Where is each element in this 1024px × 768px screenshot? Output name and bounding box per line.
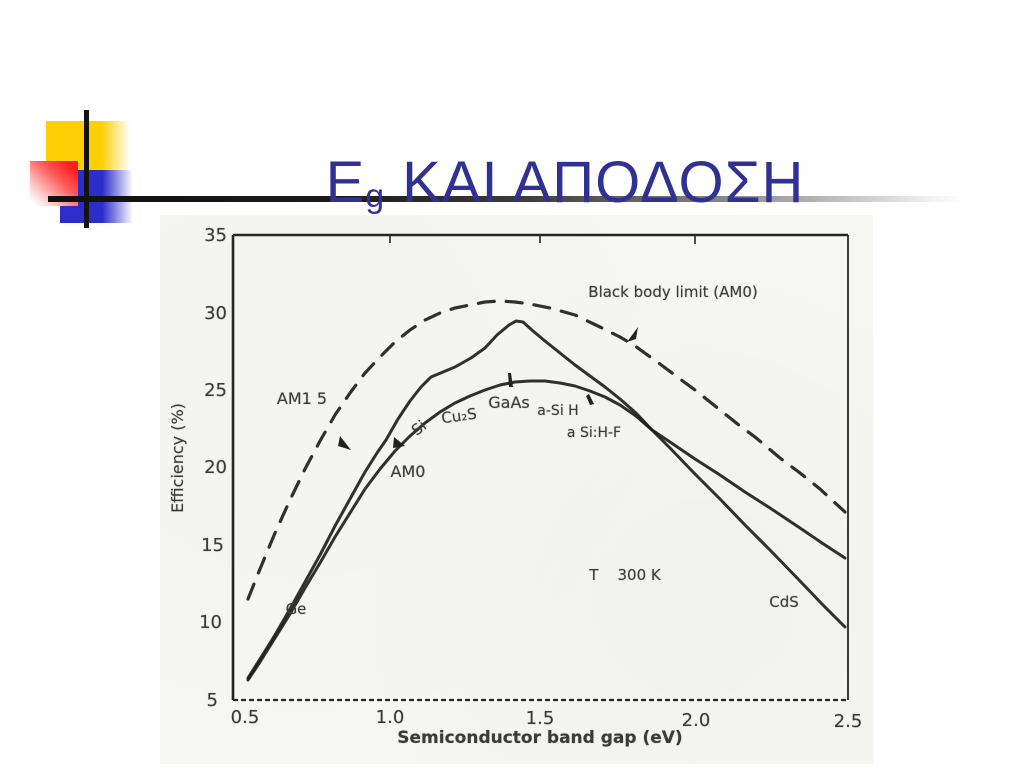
title-subscript: g [365, 177, 386, 215]
x-tick-1-5: 1.5 [526, 708, 555, 729]
title-rest: ΚΑΙ ΑΠΟΔΟΣΗ [385, 149, 805, 215]
curve-am15 [246, 319, 847, 680]
label-gaas: GaAs [488, 393, 529, 412]
blackbody-pointer-arrow [627, 327, 638, 342]
label-asih: a-Si H [537, 403, 578, 419]
curve-am0 [246, 379, 847, 682]
curve-black-body-limit [246, 299, 847, 601]
plot-frame [231, 233, 849, 702]
am0-pointer-arrow [393, 437, 405, 448]
page-title: Eg ΚΑΙ ΑΠΟΔΟΣΗ [130, 149, 1000, 215]
x-tick-0-5: 0.5 [231, 707, 260, 728]
y-tick-10: 10 [199, 612, 222, 633]
y-tick-20: 20 [204, 457, 227, 478]
label-temperature: T 300 K [588, 566, 662, 584]
y-tick-25: 25 [204, 380, 227, 401]
decor-vertical-line [84, 110, 89, 228]
asih-tick-mark [586, 394, 594, 405]
label-cds: CdS [769, 593, 799, 611]
efficiency-vs-bandgap-chart: 35 30 25 20 15 10 5 0.5 1.0 1.5 2.0 2.5 … [168, 225, 863, 748]
gaas-tick-mark [508, 373, 513, 387]
label-am0: AM0 [391, 462, 426, 481]
top-tick-marks [389, 236, 696, 244]
label-am15: AM1 5 [277, 389, 327, 408]
y-tick-15: 15 [201, 535, 224, 556]
x-axis-title: Semiconductor band gap (eV) [397, 728, 682, 748]
y-tick-labels: 35 30 25 20 15 10 5 [199, 225, 227, 711]
label-black-body-limit: Black body limit (AM0) [588, 283, 757, 301]
y-tick-35: 35 [204, 225, 227, 246]
x-tick-1-0: 1.0 [376, 707, 405, 728]
scanned-chart-figure: 35 30 25 20 15 10 5 0.5 1.0 1.5 2.0 2.5 … [160, 215, 873, 764]
y-tick-5: 5 [207, 690, 218, 711]
title-underline [48, 196, 965, 202]
pointer-marks [338, 327, 638, 450]
y-axis-title: Efficiency (%) [168, 403, 187, 513]
label-asihf: a Si:H-F [567, 425, 621, 441]
am15-pointer-arrow [338, 436, 351, 450]
x-tick-2-0: 2.0 [682, 710, 711, 731]
curves [246, 299, 847, 682]
chart-annotations: Black body limit (AM0) AM1 5 AM0 Si Cu₂S… [277, 283, 799, 618]
x-tick-2-5: 2.5 [834, 711, 863, 732]
label-cu2s: Cu₂S [440, 405, 478, 428]
y-tick-30: 30 [204, 303, 227, 324]
label-ge: Ge [286, 600, 307, 618]
title-main: E [325, 149, 366, 215]
x-tick-labels: 0.5 1.0 1.5 2.0 2.5 [231, 707, 863, 732]
